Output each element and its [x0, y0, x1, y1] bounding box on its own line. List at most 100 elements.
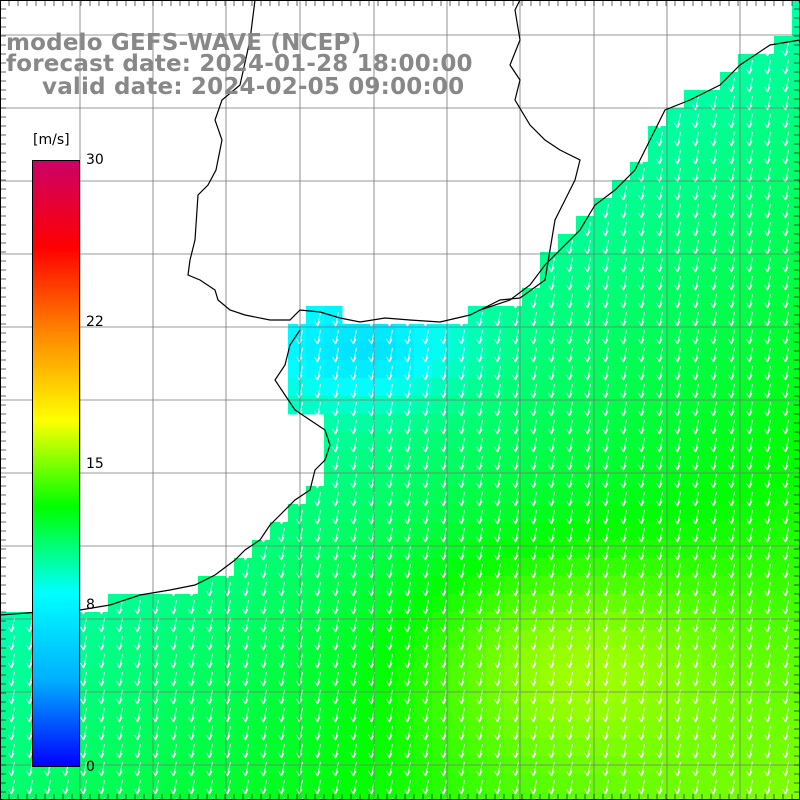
wind-arrow	[674, 671, 681, 687]
wind-arrow	[512, 779, 519, 795]
field-cell	[684, 432, 703, 451]
field-cell	[612, 594, 631, 613]
wind-arrow	[332, 779, 339, 795]
wind-arrow	[782, 653, 789, 669]
field-cell	[666, 234, 685, 253]
field-cell	[126, 612, 145, 631]
wind-arrow	[728, 185, 735, 201]
wind-arrow	[350, 347, 357, 363]
wind-arrow	[188, 761, 195, 777]
field-cell	[306, 486, 325, 505]
field-cell	[558, 360, 577, 379]
wind-arrow	[530, 707, 537, 723]
field-cell	[684, 558, 703, 577]
wind-arrow	[620, 419, 627, 435]
field-cell	[162, 630, 181, 649]
wind-arrow	[548, 671, 555, 687]
field-cell	[594, 216, 613, 235]
field-cell	[234, 720, 253, 739]
wind-arrow	[602, 275, 609, 291]
wind-arrow	[494, 329, 501, 345]
wind-arrow	[782, 563, 789, 579]
wind-arrow	[278, 743, 285, 759]
field-cell	[558, 288, 577, 307]
wind-arrow	[602, 761, 609, 777]
wind-arrow	[746, 725, 753, 741]
wind-arrow	[710, 761, 717, 777]
wind-arrow	[764, 743, 771, 759]
field-cell	[450, 540, 469, 559]
field-cell	[738, 90, 757, 109]
wind-arrow	[512, 725, 519, 741]
wind-arrow	[674, 437, 681, 453]
field-cell	[594, 630, 613, 649]
wind-arrow	[116, 671, 123, 687]
field-cell	[738, 288, 757, 307]
wind-arrow	[782, 203, 789, 219]
field-cell	[252, 630, 271, 649]
field-cell	[738, 216, 757, 235]
wind-arrow	[566, 581, 573, 597]
field-cell	[720, 72, 739, 91]
field-cell	[774, 648, 793, 667]
wind-arrow	[314, 635, 321, 651]
field-cell	[540, 306, 559, 325]
field-cell	[306, 648, 325, 667]
wind-arrow	[98, 761, 105, 777]
field-cell	[342, 702, 361, 721]
wind-arrow	[548, 455, 555, 471]
wind-arrow	[548, 527, 555, 543]
wind-arrow	[710, 743, 717, 759]
field-cell	[504, 324, 523, 343]
field-cell	[0, 666, 19, 685]
wind-arrow	[98, 743, 105, 759]
wind-arrow	[314, 401, 321, 417]
field-cell	[702, 288, 721, 307]
wind-arrow	[620, 257, 627, 273]
wind-arrow	[386, 707, 393, 723]
wind-arrow	[494, 401, 501, 417]
wind-arrow	[260, 653, 267, 669]
wind-arrow	[782, 743, 789, 759]
field-cell	[558, 522, 577, 541]
wind-arrow	[764, 311, 771, 327]
wind-arrow	[692, 311, 699, 327]
colorbar-tick-label: 30	[86, 152, 104, 168]
wind-arrow	[620, 707, 627, 723]
wind-arrow	[602, 437, 609, 453]
wind-arrow	[458, 761, 465, 777]
field-cell	[684, 342, 703, 361]
field-cell	[252, 774, 271, 793]
wind-arrow	[548, 401, 555, 417]
wind-arrow	[80, 725, 87, 741]
field-cell	[378, 414, 397, 433]
wind-arrow	[602, 203, 609, 219]
wind-arrow	[764, 383, 771, 399]
wind-arrow	[206, 617, 213, 633]
wind-arrow	[782, 365, 789, 381]
wind-arrow	[386, 455, 393, 471]
wind-arrow	[566, 347, 573, 363]
wind-arrow	[314, 563, 321, 579]
field-cell	[522, 396, 541, 415]
wind-arrow	[422, 743, 429, 759]
field-cell	[666, 630, 685, 649]
field-cell	[234, 630, 253, 649]
wind-arrow	[512, 347, 519, 363]
wind-arrow	[134, 707, 141, 723]
wind-arrow	[638, 761, 645, 777]
field-cell	[612, 522, 631, 541]
field-cell	[306, 702, 325, 721]
wind-arrow	[638, 599, 645, 615]
wind-arrow	[674, 419, 681, 435]
field-cell	[666, 360, 685, 379]
wind-arrow	[458, 347, 465, 363]
wind-arrow	[674, 473, 681, 489]
wind-arrow	[458, 401, 465, 417]
field-cell	[342, 648, 361, 667]
wind-arrow	[530, 383, 537, 399]
field-cell	[288, 522, 307, 541]
field-cell	[576, 252, 595, 271]
wind-arrow	[332, 707, 339, 723]
wind-arrow	[656, 545, 663, 561]
